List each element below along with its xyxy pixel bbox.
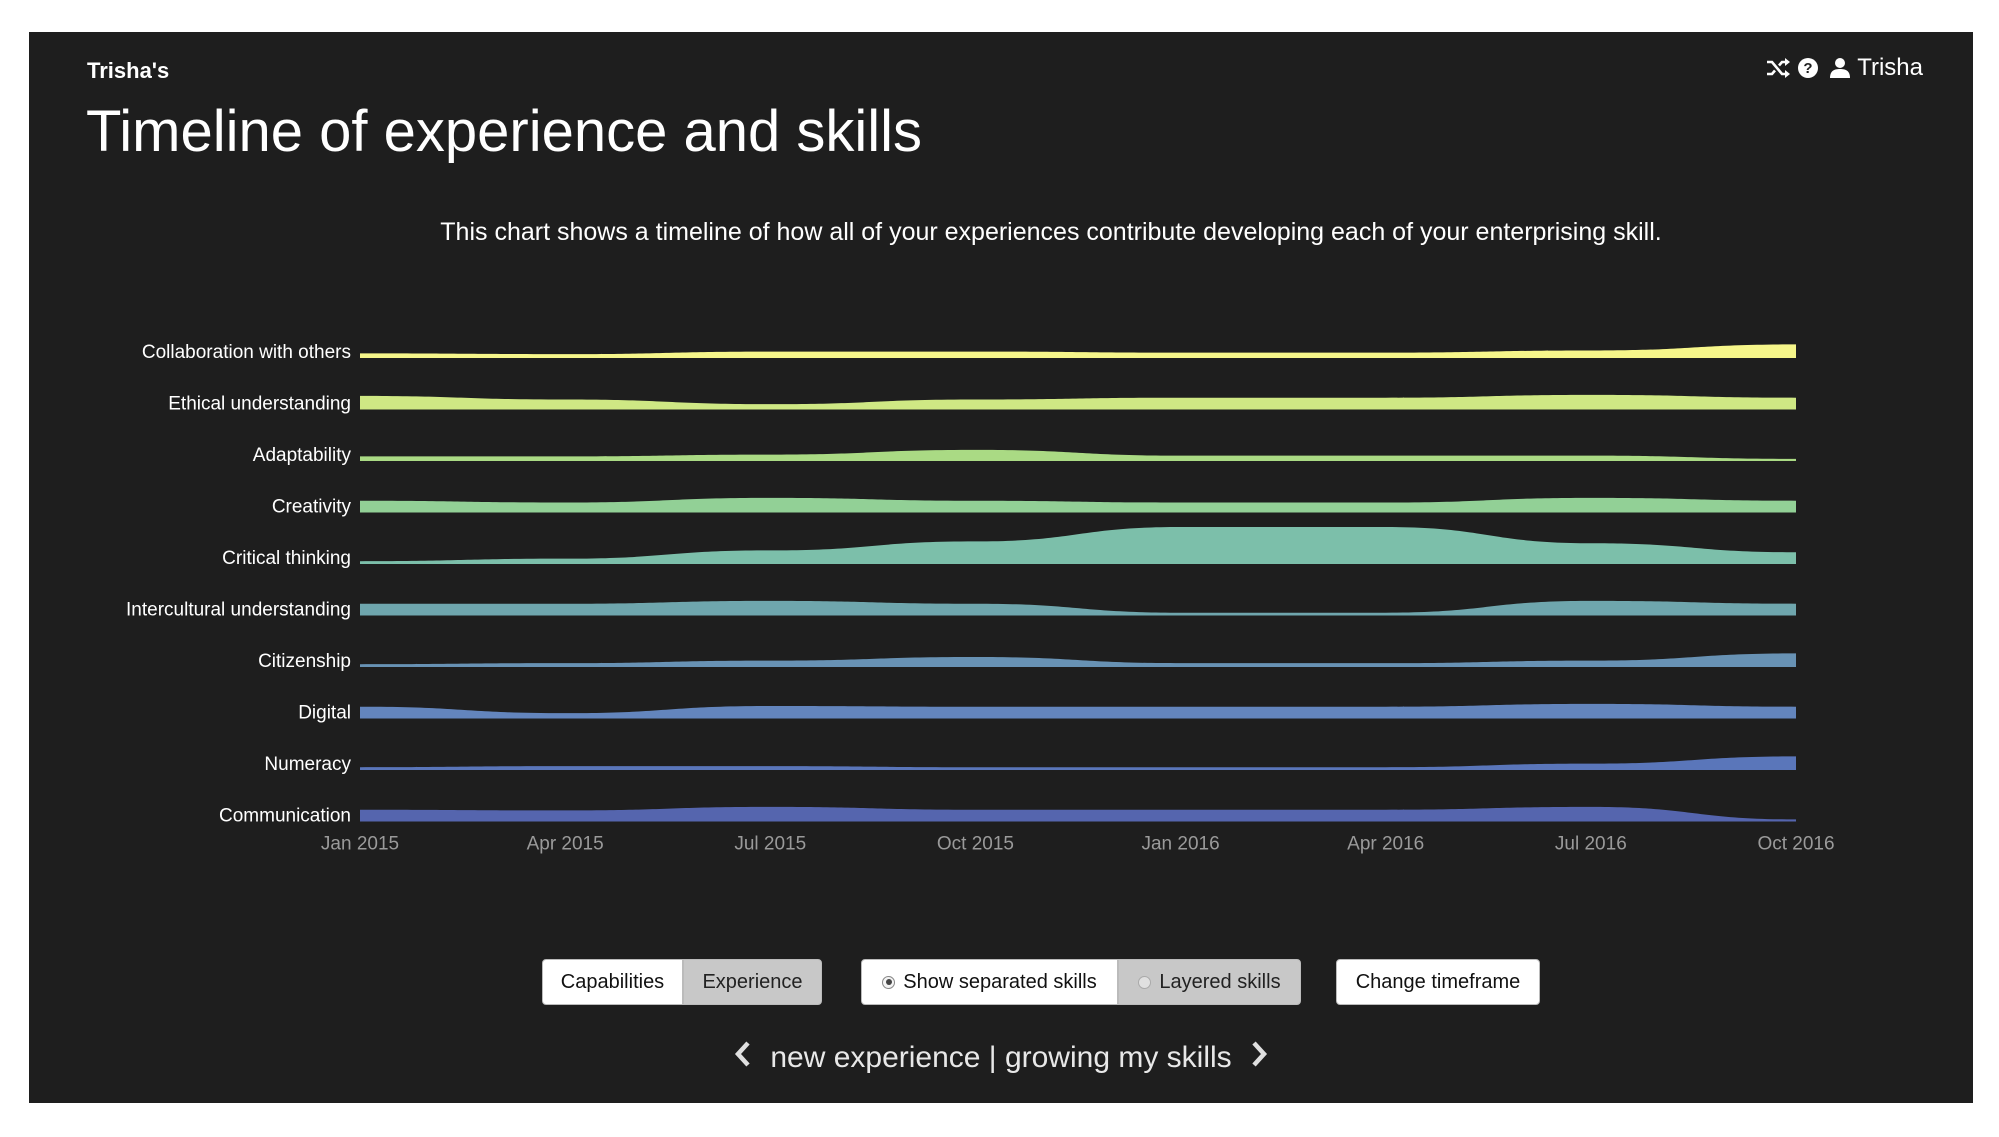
- series-area-adaptability[interactable]: [360, 449, 1796, 460]
- series-area-intercultural-understanding[interactable]: [360, 600, 1796, 615]
- user-icon[interactable]: [1829, 57, 1851, 79]
- chevron-left-icon[interactable]: [734, 1040, 752, 1076]
- series-label: Critical thinking: [222, 548, 351, 569]
- series-area-numeracy[interactable]: [360, 756, 1796, 769]
- layered-label: Layered skills: [1159, 970, 1281, 993]
- x-tick-label: Apr 2016: [1347, 834, 1424, 855]
- x-tick-label: Jul 2015: [734, 834, 806, 855]
- capabilities-button[interactable]: Capabilities: [542, 959, 683, 1005]
- chart-description: This chart shows a timeline of how all o…: [440, 218, 1662, 246]
- capabilities-label: Capabilities: [560, 970, 665, 993]
- controls-bar: Capabilities Experience Show separated s…: [29, 959, 1973, 1005]
- change-timeframe-button[interactable]: Change timeframe: [1336, 959, 1540, 1005]
- series-label: Intercultural understanding: [126, 600, 351, 621]
- series-area-communication[interactable]: [360, 806, 1796, 821]
- x-tick-label: Oct 2015: [937, 834, 1014, 855]
- timeframe-label: Change timeframe: [1355, 970, 1521, 993]
- x-tick-label: Apr 2015: [527, 834, 604, 855]
- series-area-creativity[interactable]: [360, 497, 1796, 512]
- series-label: Creativity: [272, 497, 352, 518]
- user-area: ? Trisha: [1765, 54, 1923, 82]
- series-label: Communication: [219, 806, 351, 827]
- x-tick-label: Jan 2016: [1141, 834, 1219, 855]
- experience-button[interactable]: Experience: [683, 959, 822, 1005]
- series-area-citizenship[interactable]: [360, 653, 1796, 666]
- layered-radio[interactable]: [1138, 975, 1152, 989]
- footer-nav-text[interactable]: new experience | growing my skills: [770, 1041, 1232, 1074]
- separated-skills-button[interactable]: Show separated skills: [861, 959, 1118, 1005]
- x-tick-label: Jul 2016: [1555, 834, 1627, 855]
- series-area-ethical-understanding[interactable]: [360, 394, 1796, 409]
- x-tick-label: Jan 2015: [321, 834, 399, 855]
- experience-label: Experience: [702, 970, 803, 993]
- user-name[interactable]: Trisha: [1857, 54, 1923, 81]
- layered-skills-button[interactable]: Layered skills: [1118, 959, 1301, 1005]
- page-title: Timeline of experience and skills: [86, 99, 923, 164]
- svg-text:?: ?: [1804, 60, 1813, 77]
- ridgeline-chart: Collaboration with others Ethical underst…: [126, 342, 1835, 855]
- footer-nav: new experience | growing my skills: [29, 1040, 1973, 1076]
- x-tick-label: Oct 2016: [1757, 834, 1834, 855]
- shuffle-icon[interactable]: [1765, 57, 1791, 79]
- series-label: Adaptability: [253, 445, 352, 466]
- separated-radio[interactable]: [882, 975, 896, 989]
- help-icon[interactable]: ?: [1797, 57, 1819, 79]
- main-panel: Trisha's Timeline of experience and skil…: [29, 32, 1973, 1103]
- chevron-right-icon[interactable]: [1250, 1040, 1268, 1076]
- series-label: Ethical understanding: [168, 394, 351, 415]
- series-area-digital[interactable]: [360, 703, 1796, 718]
- series-area-collaboration-with-others[interactable]: [360, 344, 1796, 357]
- series-label: Numeracy: [264, 754, 351, 775]
- series-label: Digital: [298, 703, 351, 724]
- separated-label: Show separated skills: [903, 970, 1097, 993]
- owner-label: Trisha's: [87, 58, 170, 83]
- series-area-critical-thinking[interactable]: [360, 527, 1796, 563]
- series-label: Collaboration with others: [142, 342, 351, 363]
- series-label: Citizenship: [258, 651, 351, 672]
